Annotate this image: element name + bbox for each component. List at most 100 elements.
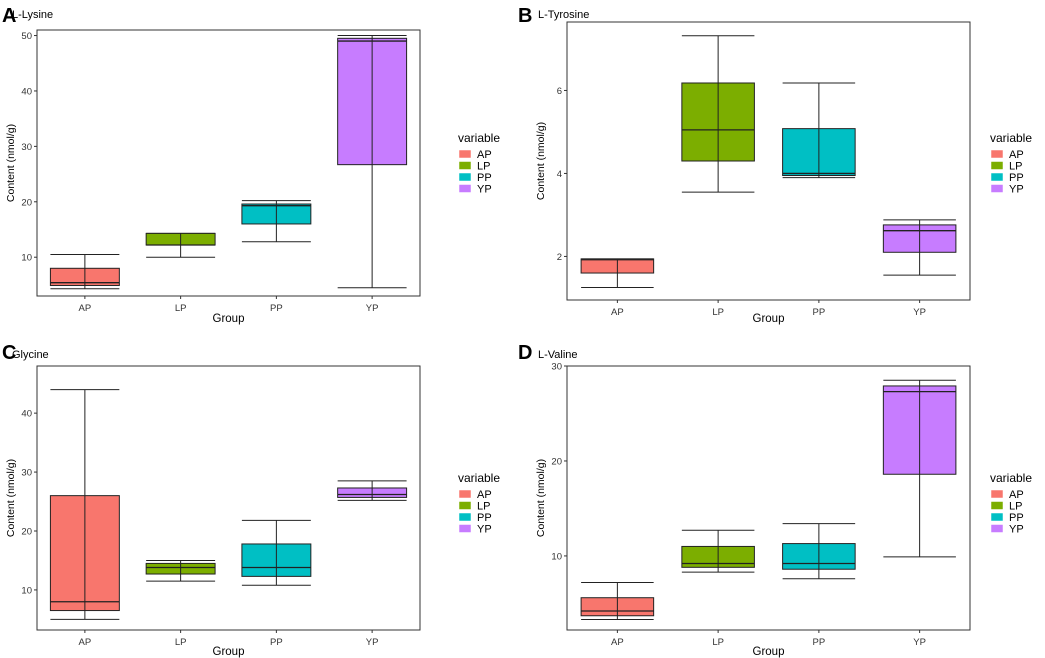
- x-tick-label: PP: [813, 637, 826, 648]
- panel-D: L-Valinep = 0.0328102030APLPPPYPGroupCon…: [535, 349, 1032, 658]
- box-YP: [882, 379, 957, 558]
- box-AP: [580, 582, 655, 621]
- box-PP: [241, 200, 312, 243]
- panel-B: L-Tyrosinep = 0.0171246APLPPPYPGroupCont…: [535, 9, 1032, 325]
- x-tick-label: YP: [366, 637, 379, 648]
- x-tick-label: AP: [611, 307, 624, 318]
- legend-label-AP: AP: [1009, 489, 1024, 501]
- legend-title: variable: [458, 471, 500, 485]
- plot-frame: [566, 365, 971, 631]
- legend-label-YP: YP: [477, 184, 492, 196]
- legend-label-PP: PP: [477, 512, 492, 524]
- box-LP: [145, 559, 216, 582]
- legend-label-LP: LP: [1009, 161, 1022, 173]
- legend-label-LP: LP: [477, 161, 490, 173]
- panel-label: B: [518, 5, 532, 27]
- legend-swatch-AP: [990, 489, 1004, 499]
- x-tick-label: YP: [913, 637, 926, 648]
- legend-title: variable: [458, 131, 500, 145]
- y-tick-label: 30: [21, 142, 32, 153]
- y-tick-label: 50: [21, 31, 32, 42]
- box-LP: [681, 529, 755, 573]
- y-tick-label: 30: [551, 362, 562, 373]
- legend-label-PP: PP: [1009, 172, 1024, 184]
- box-PP: [241, 519, 312, 586]
- legend-label-PP: PP: [477, 172, 492, 184]
- y-tick-label: 20: [21, 527, 32, 538]
- x-tick-label: YP: [366, 303, 379, 314]
- box-PP: [782, 523, 856, 580]
- x-tick-label: PP: [813, 307, 826, 318]
- panel-title: L-Valine: [538, 349, 578, 361]
- panel-label: A: [2, 5, 16, 27]
- x-tick-label: AP: [79, 303, 92, 314]
- x-tick-label: LP: [175, 637, 187, 648]
- panel-label: C: [2, 342, 16, 364]
- legend-label-PP: PP: [1009, 512, 1024, 524]
- y-tick-label: 20: [551, 456, 562, 467]
- plot-frame: [566, 21, 971, 301]
- y-axis-title: Content (nmol/g): [5, 124, 17, 202]
- legend-swatch-PP: [990, 512, 1004, 522]
- legend-label-AP: AP: [477, 489, 492, 501]
- legend-swatch-LP: [990, 161, 1004, 170]
- legend-label-AP: AP: [1009, 149, 1024, 161]
- box-AP: [580, 258, 655, 289]
- panel-C: Glycinep = 0.005810203040APLPPPYPGroupCo…: [5, 349, 500, 658]
- x-axis-title: Group: [213, 646, 245, 658]
- legend-swatch-YP: [458, 184, 472, 193]
- legend-swatch-AP: [990, 149, 1004, 159]
- legend-swatch-YP: [458, 524, 472, 533]
- x-tick-label: PP: [270, 303, 283, 314]
- legend-swatch-YP: [990, 184, 1004, 193]
- x-tick-label: LP: [175, 303, 187, 314]
- legend-swatch-PP: [458, 172, 472, 182]
- box-YP: [337, 480, 408, 501]
- box-LP: [145, 232, 216, 258]
- legend-label-AP: AP: [477, 149, 492, 161]
- y-tick-label: 6: [557, 86, 562, 97]
- panel-title: L-Lysine: [12, 9, 53, 21]
- y-axis-title: Content (nmol/g): [5, 459, 17, 537]
- legend-label-YP: YP: [1009, 524, 1024, 536]
- y-tick-label: 20: [21, 197, 32, 208]
- legend-swatch-LP: [990, 501, 1004, 510]
- x-axis-title: Group: [753, 646, 785, 658]
- panel-title: Glycine: [12, 349, 49, 361]
- y-tick-label: 10: [21, 585, 32, 596]
- legend-swatch-LP: [458, 501, 472, 510]
- x-axis-title: Group: [753, 313, 785, 325]
- legend-swatch-PP: [458, 512, 472, 522]
- box-YP: [337, 35, 408, 289]
- y-tick-label: 4: [557, 169, 562, 180]
- x-axis-title: Group: [213, 313, 245, 325]
- y-tick-label: 10: [551, 551, 562, 562]
- box-PP: [782, 82, 856, 179]
- panel-label: D: [518, 342, 532, 364]
- x-tick-label: AP: [611, 637, 624, 648]
- legend-title: variable: [990, 131, 1032, 145]
- legend-swatch-AP: [458, 489, 472, 499]
- y-tick-label: 30: [21, 468, 32, 479]
- legend-swatch-YP: [990, 524, 1004, 533]
- legend-title: variable: [990, 471, 1032, 485]
- legend-label-LP: LP: [477, 501, 490, 513]
- legend-swatch-PP: [990, 172, 1004, 182]
- x-tick-label: PP: [270, 637, 283, 648]
- y-tick-label: 2: [557, 252, 562, 263]
- legend-label-YP: YP: [1009, 184, 1024, 196]
- panel-A: L-Lysinep = 0.10771020304050APLPPPYPGrou…: [5, 9, 500, 325]
- box-AP: [49, 389, 120, 620]
- x-tick-label: LP: [712, 307, 724, 318]
- legend-swatch-AP: [458, 149, 472, 159]
- box-YP: [882, 219, 957, 276]
- x-tick-label: LP: [712, 637, 724, 648]
- x-tick-label: AP: [79, 637, 92, 648]
- y-axis-title: Content (nmol/g): [535, 459, 547, 537]
- x-tick-label: YP: [913, 307, 926, 318]
